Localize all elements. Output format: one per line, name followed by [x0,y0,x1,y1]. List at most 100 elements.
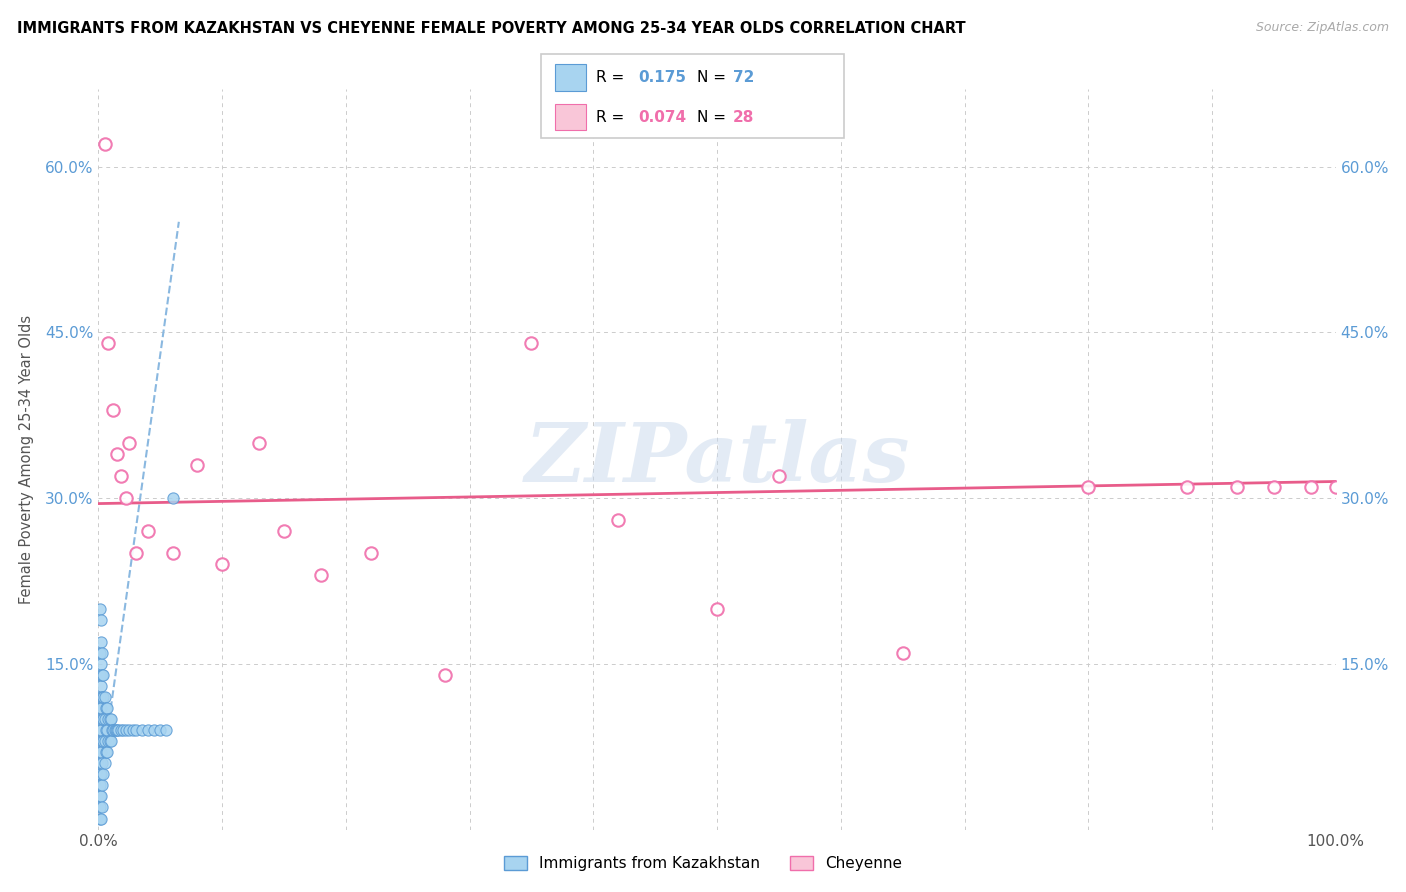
Point [89,812,111,826]
Point [114,491,136,505]
Point [768,469,790,483]
Point [89,601,111,615]
Point [89,778,111,792]
Point [93,767,115,781]
Point [114,723,136,738]
Point [155,723,177,738]
Text: R =: R = [596,70,630,85]
Point [89,789,111,804]
Point [97,336,120,351]
Point [94,701,117,715]
Point [91,800,114,814]
Point [891,646,914,660]
Point [186,458,208,472]
Y-axis label: Female Poverty Among 25-34 Year Olds: Female Poverty Among 25-34 Year Olds [18,315,34,604]
Point [89,745,111,759]
Point [162,546,184,560]
Point [101,723,124,738]
Point [93,712,115,726]
Point [433,668,456,682]
Point [90,767,112,781]
Point [1077,480,1099,494]
Point [94,723,117,738]
Point [118,435,141,450]
Point [98,712,121,726]
Text: IMMIGRANTS FROM KAZAKHSTAN VS CHEYENNE FEMALE POVERTY AMONG 25-34 YEAR OLDS CORR: IMMIGRANTS FROM KAZAKHSTAN VS CHEYENNE F… [17,21,966,37]
Point [89,723,111,738]
Point [93,734,115,748]
Point [89,646,111,660]
Point [149,723,172,738]
Point [90,745,112,759]
Point [211,558,233,572]
Point [93,756,115,771]
Point [96,723,118,738]
Point [273,524,295,539]
Point [90,657,112,671]
Point [1175,480,1198,494]
Point [1324,480,1347,494]
Point [607,513,630,527]
Point [122,723,145,738]
Point [105,447,128,461]
Point [93,668,115,682]
Text: 72: 72 [733,70,754,85]
Point [118,723,141,738]
Point [91,668,114,682]
Text: N =: N = [697,70,731,85]
Point [91,734,114,748]
Point [98,734,121,748]
Point [89,767,111,781]
Text: Source: ZipAtlas.com: Source: ZipAtlas.com [1256,21,1389,35]
Point [520,336,543,351]
Point [90,613,112,627]
Point [1226,480,1249,494]
Point [136,524,159,539]
Point [93,137,115,152]
Point [89,734,111,748]
Text: N =: N = [697,110,731,125]
Point [91,690,114,704]
Point [124,723,146,738]
Text: 0.175: 0.175 [638,70,686,85]
Point [91,712,114,726]
Point [103,723,125,738]
Text: ZIPatlas: ZIPatlas [524,419,910,500]
Point [89,668,111,682]
Point [110,723,132,738]
Point [89,701,111,715]
Text: 28: 28 [733,110,754,125]
Point [96,701,118,715]
Legend: Immigrants from Kazakhstan, Cheyenne: Immigrants from Kazakhstan, Cheyenne [498,850,908,877]
Point [91,646,114,660]
Point [107,723,129,738]
Point [97,734,120,748]
Point [91,778,114,792]
Point [706,601,728,615]
Point [90,701,112,715]
Point [162,491,184,505]
Point [89,756,111,771]
Point [136,723,159,738]
Point [1263,480,1285,494]
Point [89,712,111,726]
Point [93,690,115,704]
Point [93,712,115,726]
Point [89,690,111,704]
Point [360,546,382,560]
Point [110,469,132,483]
Point [131,723,153,738]
Point [103,402,125,417]
Point [124,546,146,560]
Text: R =: R = [596,110,630,125]
Point [93,734,115,748]
Point [97,712,120,726]
Point [1299,480,1322,494]
Point [309,568,332,582]
Point [89,800,111,814]
Point [90,812,112,826]
Point [112,723,135,738]
Point [90,723,112,738]
Point [93,690,115,704]
Point [143,723,166,738]
